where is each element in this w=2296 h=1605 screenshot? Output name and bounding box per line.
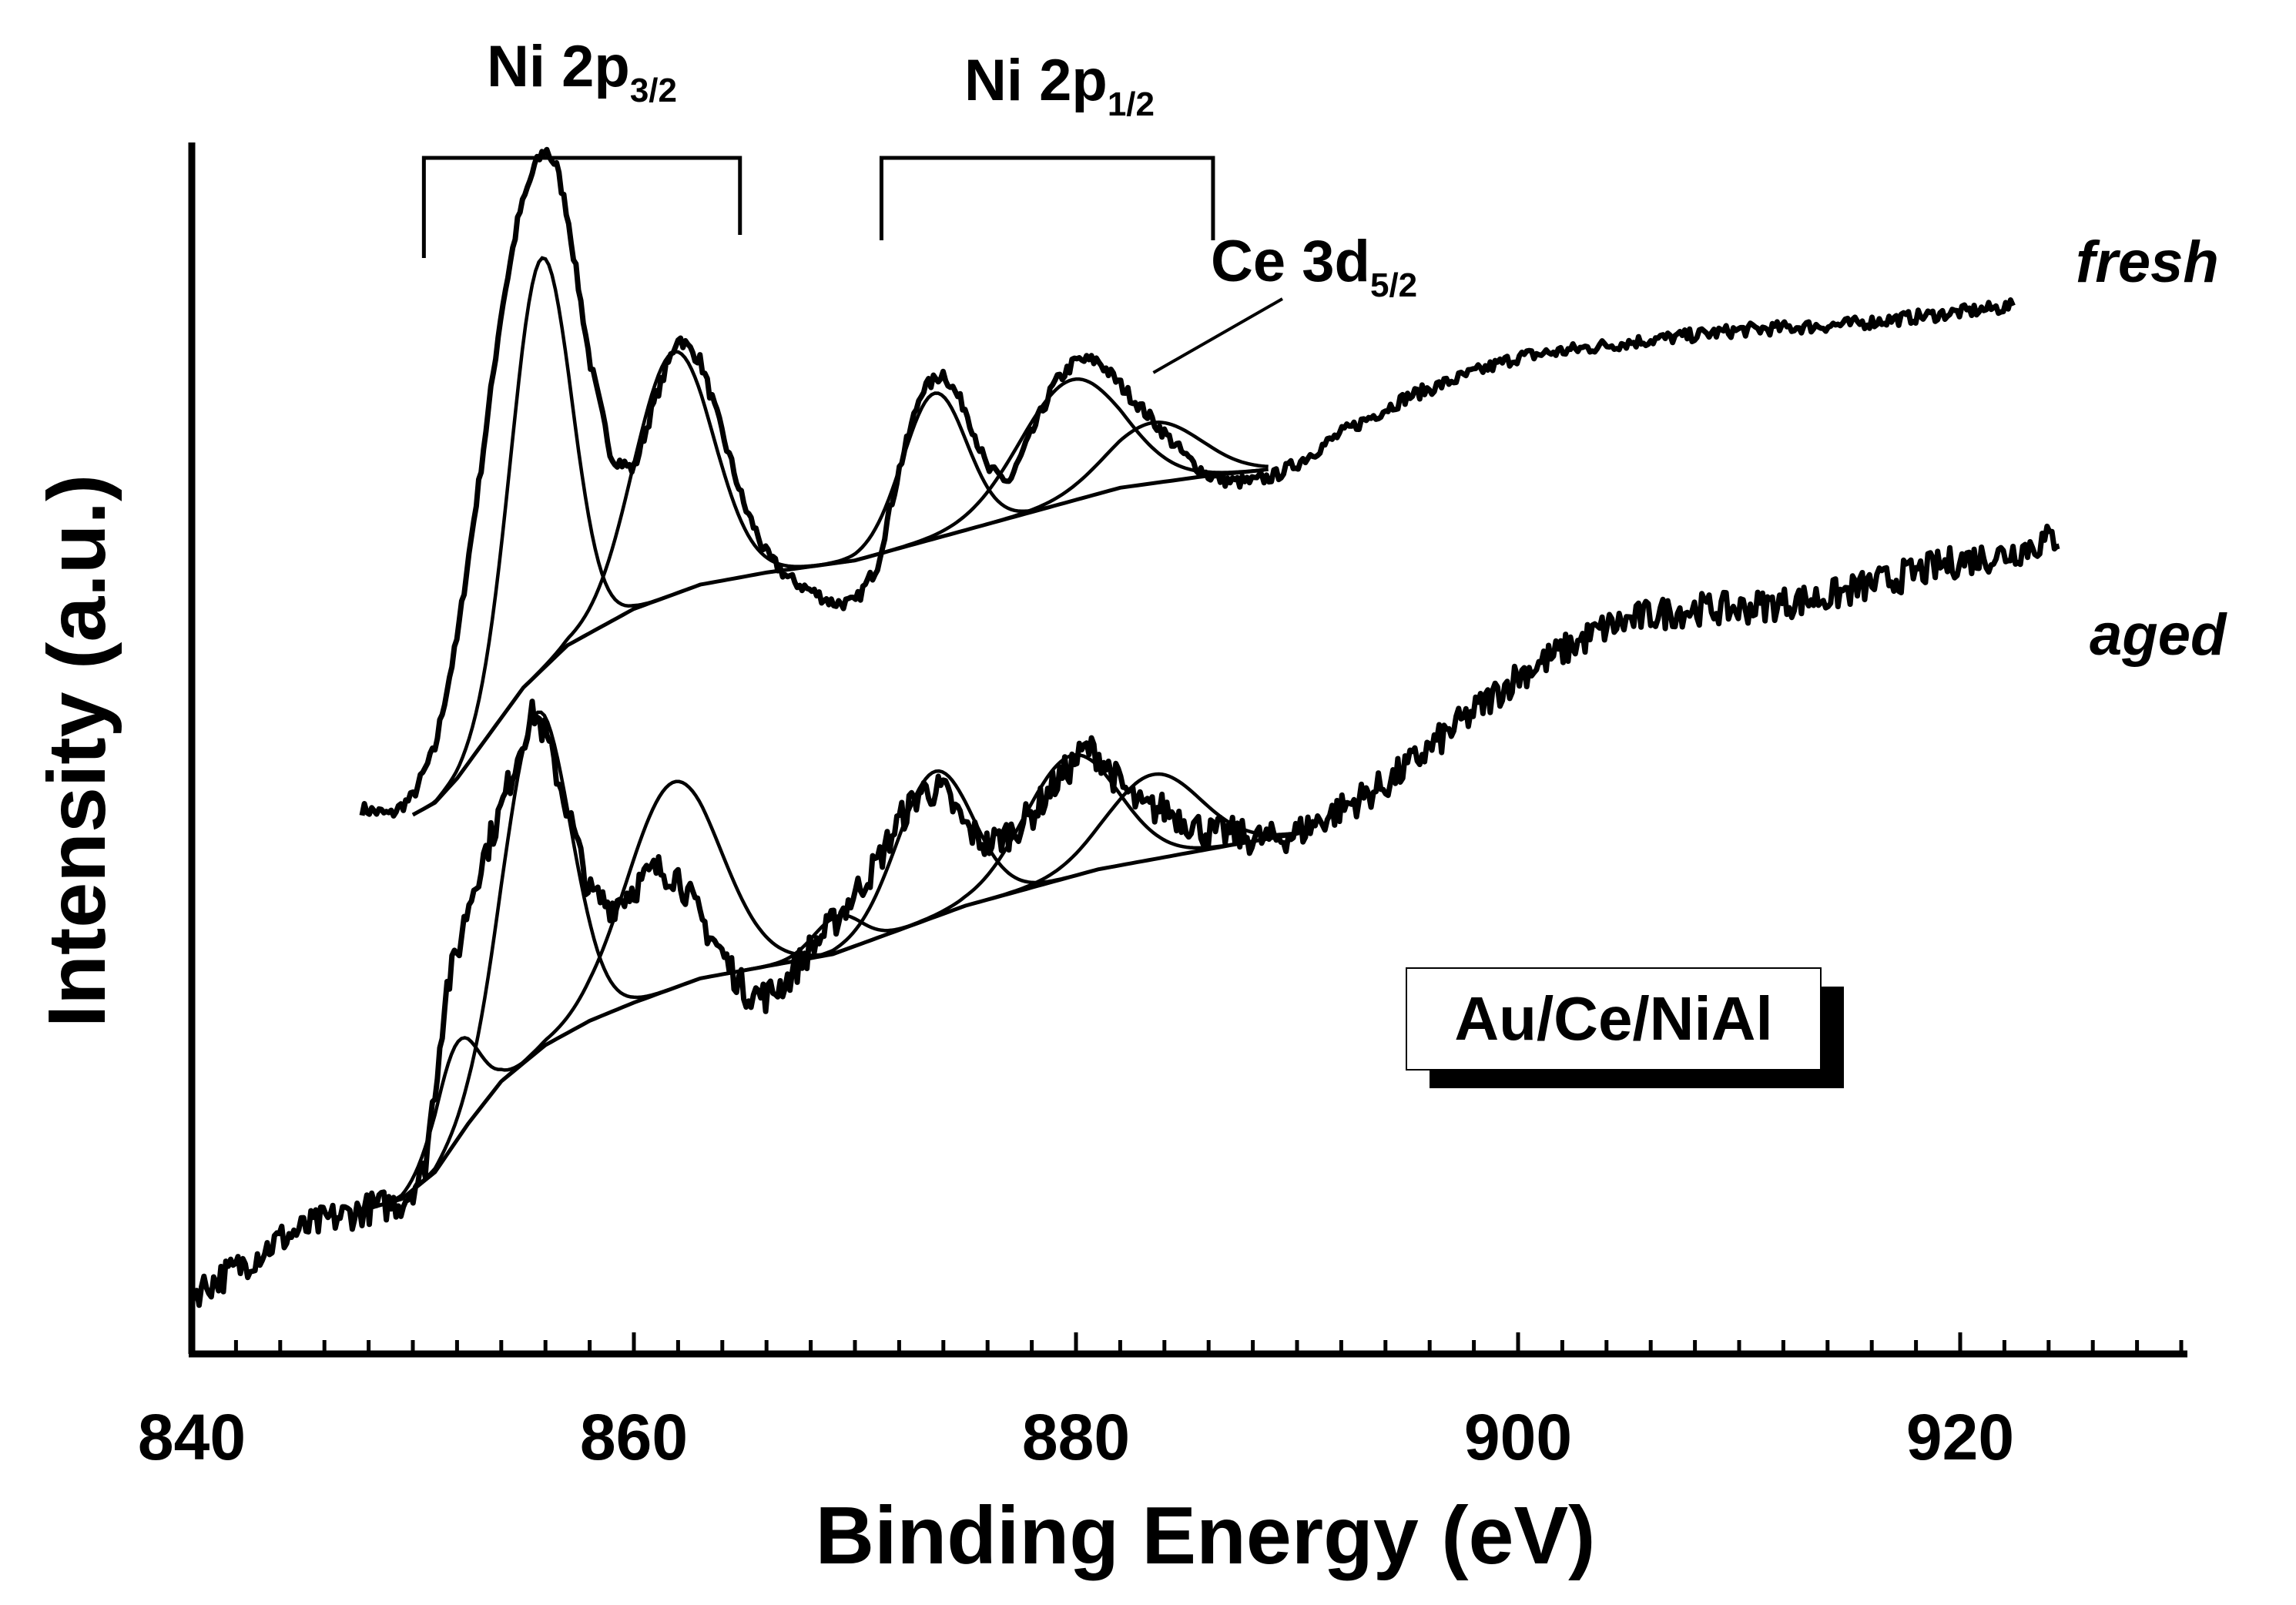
- ni-2p32-label-sub: 3/2: [630, 72, 677, 109]
- x-tick-label: 920: [1906, 1401, 2014, 1473]
- fit-component: [828, 752, 1300, 957]
- fit-component: [910, 421, 1269, 548]
- spectrum-fresh: [359, 146, 2016, 819]
- annotations: Ni 2p3/2 Ni 2p1/2 Ce 3d5/2: [421, 34, 1417, 374]
- ce-3d52-label-main: Ce 3d: [1211, 229, 1370, 294]
- series-aged: [189, 523, 2060, 1308]
- series-curves: [189, 146, 2060, 1308]
- ni-2p12-bracket: [879, 156, 1215, 240]
- fit-component: [739, 769, 1128, 973]
- ni-2p12-label-main: Ni 2p: [964, 48, 1108, 113]
- ni-2p12-label: Ni 2p1/2: [964, 48, 1155, 123]
- series-label-aged: aged: [2090, 602, 2227, 668]
- x-tick-label: 900: [1464, 1401, 1572, 1473]
- ni-2p32-bracket: [421, 156, 742, 258]
- ni-2p32-label-main: Ni 2p: [487, 34, 630, 99]
- x-axis-title: Binding Energy (eV): [816, 1490, 1596, 1581]
- series-label-fresh: fresh: [2076, 230, 2219, 295]
- fit-component: [910, 772, 1302, 928]
- x-tick-labels: 840 860 880 900 920: [138, 1401, 2014, 1473]
- sample-legend-text: Au/Ce/NiAl: [1454, 984, 1772, 1053]
- spectrum-aged: [189, 523, 2060, 1308]
- ce-3d52-pointer-line: [1152, 297, 1283, 374]
- fit-component: [411, 256, 696, 816]
- x-ticks: [189, 1332, 2184, 1354]
- x-tick-label: 880: [1022, 1401, 1130, 1473]
- sample-legend-box: [1406, 967, 1822, 1071]
- y-axis-title: Intensity (a.u.): [32, 474, 122, 1028]
- fit-component: [367, 710, 711, 1211]
- axes: 840 860 880 900 920: [138, 142, 2187, 1473]
- sample-legend: Au/Ce/NiAl: [1406, 967, 1844, 1088]
- ce-3d52-label: Ce 3d5/2: [1211, 229, 1417, 304]
- x-tick-label: 840: [138, 1401, 246, 1473]
- fit-component: [803, 377, 1269, 569]
- ni-2p12-label-sub: 1/2: [1108, 85, 1155, 123]
- ce-3d52-label-sub: 5/2: [1370, 266, 1417, 304]
- ni-2p32-label: Ni 2p3/2: [487, 34, 677, 109]
- series-fresh: [359, 146, 2016, 819]
- x-tick-label: 860: [580, 1401, 688, 1473]
